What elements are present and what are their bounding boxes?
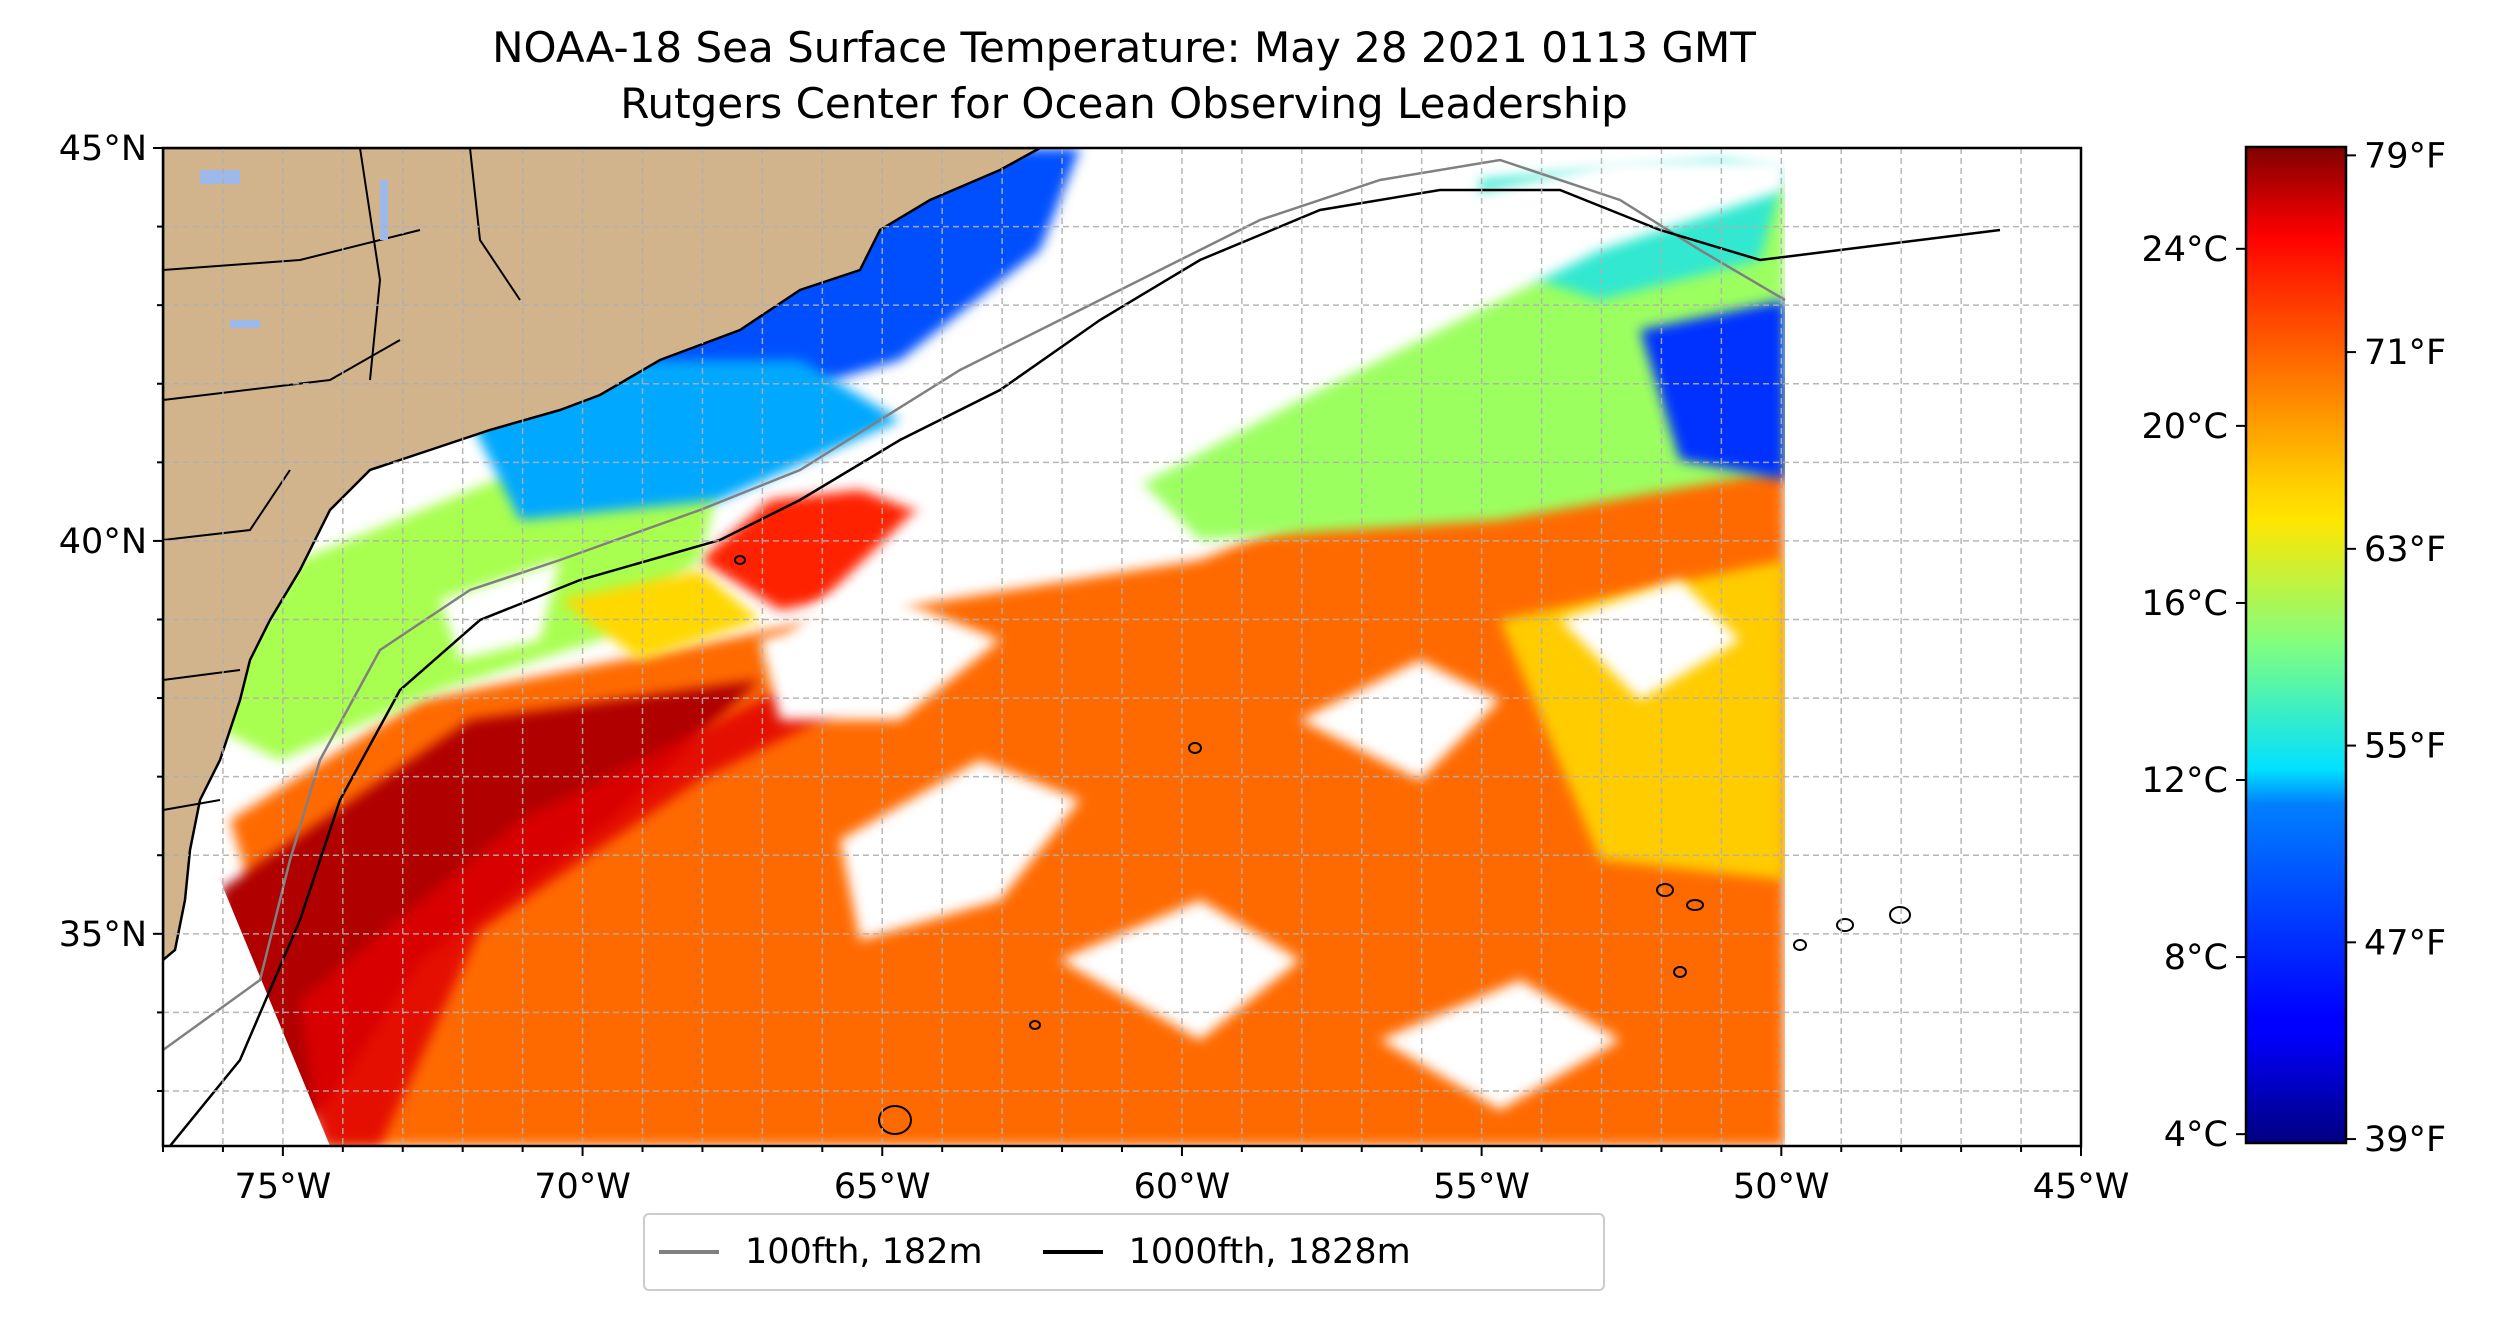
celsius-label: 4°C [2164,1115,2228,1155]
chart-title: NOAA-18 Sea Surface Temperature: May 28 … [492,23,1756,72]
lon-tick-label: 65°W [834,1167,931,1207]
fahrenheit-label: 47°F [2364,923,2446,963]
legend-line-1000fth [1042,1250,1103,1254]
lat-tick-label: 45°N [59,129,147,169]
lat-tick-label: 40°N [59,522,147,562]
northeast-cold [1640,300,1785,480]
lon-tick-label: 45°W [2033,1167,2130,1207]
fahrenheit-label: 71°F [2364,333,2446,373]
seamount-contours [734,555,1911,1135]
no-data-east [1785,148,2081,1146]
celsius-label: 24°C [2142,230,2228,270]
cloud-mask [440,160,1785,1110]
isobath-100fth [163,158,1786,1052]
celsius-label: 20°C [2142,407,2228,447]
legend-label-100fth: 100fth, 182m [745,1232,983,1272]
colorbar [2244,145,2348,1145]
legend-line-100fth [659,1250,719,1254]
fahrenheit-label: 63°F [2364,530,2446,570]
sst-layer [163,148,2081,1146]
lat-tick-label: 35°N [59,915,147,955]
gulf-stream-band [300,680,900,1146]
legend-label-1000fth: 1000fth, 1828m [1128,1232,1411,1272]
fahrenheit-label: 39°F [2364,1120,2446,1160]
lon-tick-label: 70°W [534,1167,631,1207]
legend-item-100fth: 100fth, 182m [659,1232,983,1272]
axis-labels: 75°W 70°W 65°W 60°W 55°W 50°W 45°W 45°N 40°N 35°N [59,129,2130,1207]
warm-water-region [230,380,1785,1146]
isobath-1000fth [169,188,2001,1146]
fahrenheit-label: 79°F [2364,136,2446,176]
legend: 100fth, 182m 1000fth, 1828m [643,1213,1605,1291]
celsius-label: 16°C [2142,584,2228,624]
gridlines [163,148,2081,1146]
celsius-label: 12°C [2142,761,2228,801]
map-panel [163,148,2081,1146]
colorbar-labels: 24°C 20°C 16°C 12°C 8°C 4°C 79°F 71°F 63°F 55°F 47… [2142,136,2447,1160]
lon-tick-label: 60°W [1134,1167,1231,1207]
fahrenheit-label: 55°F [2364,727,2446,767]
lon-tick-label: 75°W [235,1167,332,1207]
shelf-water-yellow [560,570,760,660]
lon-tick-label: 55°W [1433,1167,1530,1207]
lakes [200,170,388,328]
lon-tick-label: 50°W [1733,1167,1830,1207]
legend-item-1000fth: 1000fth, 1828m [1042,1232,1411,1272]
axis-ticks [153,147,2082,1156]
celsius-label: 8°C [2164,938,2228,978]
chart-subtitle: Rutgers Center for Ocean Observing Leade… [620,79,1628,128]
colorbar-ticks [2236,154,2356,1141]
